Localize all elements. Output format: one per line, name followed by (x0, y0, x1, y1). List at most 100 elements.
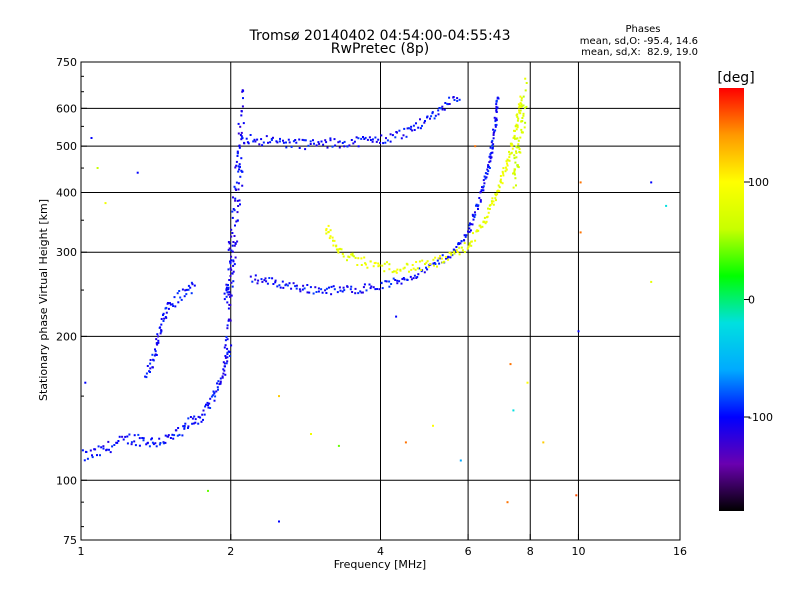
data-point (354, 256, 357, 259)
data-point (477, 208, 479, 210)
data-point (341, 253, 344, 255)
data-point (486, 172, 489, 175)
data-point (90, 137, 93, 139)
data-point (301, 138, 304, 141)
data-point (219, 382, 222, 385)
data-point (419, 127, 422, 130)
data-point (518, 109, 521, 112)
data-point (154, 350, 157, 353)
data-point (108, 448, 110, 451)
data-point (308, 291, 311, 294)
data-point (272, 136, 274, 139)
data-point (320, 140, 323, 143)
data-point (227, 286, 230, 289)
data-point (374, 261, 377, 264)
data-point (517, 143, 520, 146)
data-point (295, 141, 298, 144)
data-point (406, 263, 409, 266)
data-point (431, 111, 434, 114)
data-point (511, 147, 514, 150)
data-point (191, 283, 194, 286)
data-point (270, 137, 273, 140)
data-point (136, 171, 139, 174)
data-point (510, 142, 513, 145)
data-point (524, 121, 527, 124)
data-point (497, 184, 500, 187)
data-point (480, 190, 482, 193)
data-point (128, 433, 131, 436)
data-point (240, 110, 243, 112)
data-point (229, 261, 232, 264)
data-point (450, 252, 453, 255)
data-point (318, 142, 321, 145)
data-point (485, 220, 488, 223)
data-point (89, 449, 92, 452)
data-point (375, 140, 378, 143)
data-point (338, 146, 341, 149)
data-point (145, 443, 148, 446)
data-point (209, 407, 212, 409)
data-point (402, 277, 405, 279)
data-point (488, 208, 491, 210)
data-point (495, 100, 498, 103)
data-point (239, 175, 242, 178)
data-point (113, 444, 116, 446)
data-point (193, 284, 196, 287)
data-point (446, 257, 449, 260)
data-point (448, 96, 451, 99)
data-point (204, 405, 207, 408)
data-point (149, 371, 151, 373)
data-point (520, 97, 523, 100)
data-point (118, 435, 121, 438)
data-points (81, 77, 668, 523)
data-point (410, 278, 413, 281)
data-point (172, 305, 175, 307)
data-point (502, 174, 505, 177)
data-point (506, 162, 508, 165)
data-point (225, 289, 228, 292)
stats-x-mode: mean, sd,X: 82.9, 19.0 (581, 47, 698, 58)
data-point (234, 199, 237, 202)
data-point (294, 285, 297, 288)
data-point (365, 289, 368, 292)
data-point (261, 280, 264, 283)
data-point (228, 355, 231, 357)
data-point (376, 288, 379, 290)
data-point (86, 457, 89, 460)
data-point (229, 267, 232, 270)
data-point (221, 376, 224, 379)
data-point (324, 289, 327, 292)
data-point (137, 433, 140, 436)
data-point (425, 261, 428, 264)
data-point (184, 422, 187, 425)
data-point (357, 292, 360, 295)
data-point (279, 137, 281, 140)
data-point (484, 177, 487, 180)
data-point (225, 295, 228, 298)
data-point (226, 338, 229, 341)
data-point (183, 427, 186, 430)
data-point (346, 259, 348, 262)
data-point (337, 444, 340, 447)
data-point (489, 146, 492, 149)
data-point (481, 225, 484, 228)
data-point (310, 433, 312, 435)
data-point (354, 292, 357, 295)
data-point (368, 136, 371, 139)
y-tick-label: 75 (63, 534, 77, 547)
data-point (441, 254, 444, 257)
data-point (230, 294, 233, 297)
data-point (386, 261, 388, 264)
data-point (502, 172, 505, 175)
data-point (396, 268, 399, 271)
data-point (467, 230, 469, 233)
data-point (219, 380, 222, 383)
data-point (517, 139, 520, 142)
data-point (325, 228, 328, 230)
data-point (312, 139, 314, 142)
data-point (233, 209, 236, 212)
data-point (301, 288, 304, 291)
data-point (389, 133, 392, 136)
data-point (151, 441, 154, 444)
data-point (237, 182, 240, 185)
